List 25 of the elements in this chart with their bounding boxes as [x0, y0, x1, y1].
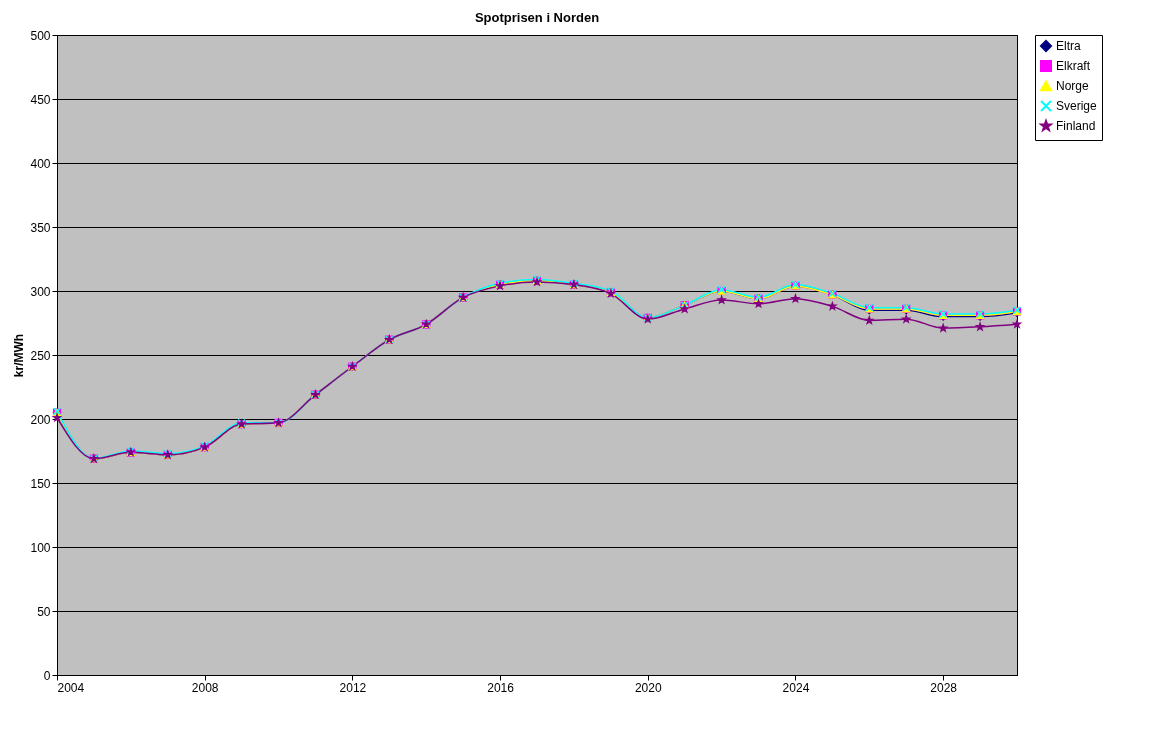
- chart-title: Spotprisen i Norden: [474, 10, 600, 25]
- y-tick-label: 150: [30, 476, 51, 491]
- y-tick-label: 250: [30, 348, 51, 363]
- y-tick-label: 300: [30, 284, 51, 299]
- y-tick-label: 200: [30, 412, 51, 427]
- legend-label: Finland: [1056, 119, 1096, 133]
- x-tick-label: 2008: [191, 680, 219, 695]
- legend-label: Sverige: [1056, 99, 1098, 113]
- x-tick-label: 2012: [339, 680, 367, 695]
- y-tick-label: 0: [43, 668, 51, 683]
- x-tick-label: 2016: [487, 680, 515, 695]
- y-tick-label: 350: [30, 220, 51, 235]
- x-tick-label: 2020: [634, 680, 662, 695]
- x-tick-label: 2004: [57, 680, 85, 695]
- legend-label: Norge: [1056, 79, 1090, 93]
- y-tick-label: 50: [37, 604, 51, 619]
- legend-label: Elkraft: [1056, 59, 1091, 73]
- y-tick-label: 500: [30, 28, 51, 43]
- y-axis-title: kr/MWh: [12, 333, 27, 378]
- x-tick-label: 2024: [782, 680, 810, 695]
- legend-label: Eltra: [1056, 39, 1081, 53]
- y-tick-label: 450: [30, 92, 51, 107]
- x-tick-label: 2028: [930, 680, 958, 695]
- y-tick-label: 100: [30, 540, 51, 555]
- y-tick-label: 400: [30, 156, 51, 171]
